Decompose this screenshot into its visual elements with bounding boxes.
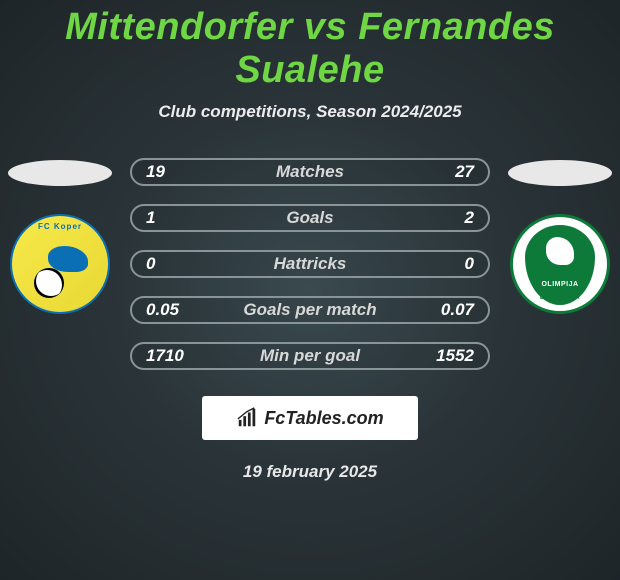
team-badge-left: FC Koper [10,214,110,314]
badge-text-left: FC Koper [38,222,82,231]
stats-table: 19 Matches 27 1 Goals 2 0 Hattricks 0 0.… [130,158,490,370]
left-team-column: FC Koper [0,158,120,314]
stat-label: Hattricks [196,254,424,274]
stat-row-min-per-goal: 1710 Min per goal 1552 [130,342,490,370]
stat-value-right: 2 [424,208,474,228]
branding-text: FcTables.com [264,408,383,429]
stat-row-matches: 19 Matches 27 [130,158,490,186]
stat-value-right: 0 [424,254,474,274]
stat-value-right: 1552 [424,346,474,366]
stat-value-left: 19 [146,162,196,182]
date-text: 19 february 2025 [0,462,620,482]
player-shadow-right [508,160,612,186]
stat-value-left: 1 [146,208,196,228]
stat-label: Goals per match [196,300,424,320]
stat-value-right: 27 [424,162,474,182]
stat-value-left: 0 [146,254,196,274]
stat-row-goals: 1 Goals 2 [130,204,490,232]
stat-value-left: 0.05 [146,300,196,320]
badge-city-text: LJUBLJANA [540,295,580,301]
branding-box: FcTables.com [202,396,418,440]
subtitle: Club competitions, Season 2024/2025 [0,102,620,122]
stat-label: Min per goal [196,346,424,366]
comparison-title: Mittendorfer vs Fernandes Sualehe [0,0,620,92]
stat-label: Matches [196,162,424,182]
team-badge-right: OLIMPIJA LJUBLJANA [510,214,610,314]
player-shadow-left [8,160,112,186]
stat-row-goals-per-match: 0.05 Goals per match 0.07 [130,296,490,324]
stat-row-hattricks: 0 Hattricks 0 [130,250,490,278]
stat-value-right: 0.07 [424,300,474,320]
stat-label: Goals [196,208,424,228]
player1-name: Mittendorfer [65,6,293,48]
right-team-column: OLIMPIJA LJUBLJANA [500,158,620,314]
vs-text: vs [304,6,347,48]
bar-chart-icon [236,407,258,429]
content-area: FC Koper OLIMPIJA LJUBLJANA 19 Matches 2… [0,158,620,482]
stat-value-left: 1710 [146,346,196,366]
badge-banner-text: OLIMPIJA [535,280,584,289]
badge-mascot-icon [48,246,88,272]
